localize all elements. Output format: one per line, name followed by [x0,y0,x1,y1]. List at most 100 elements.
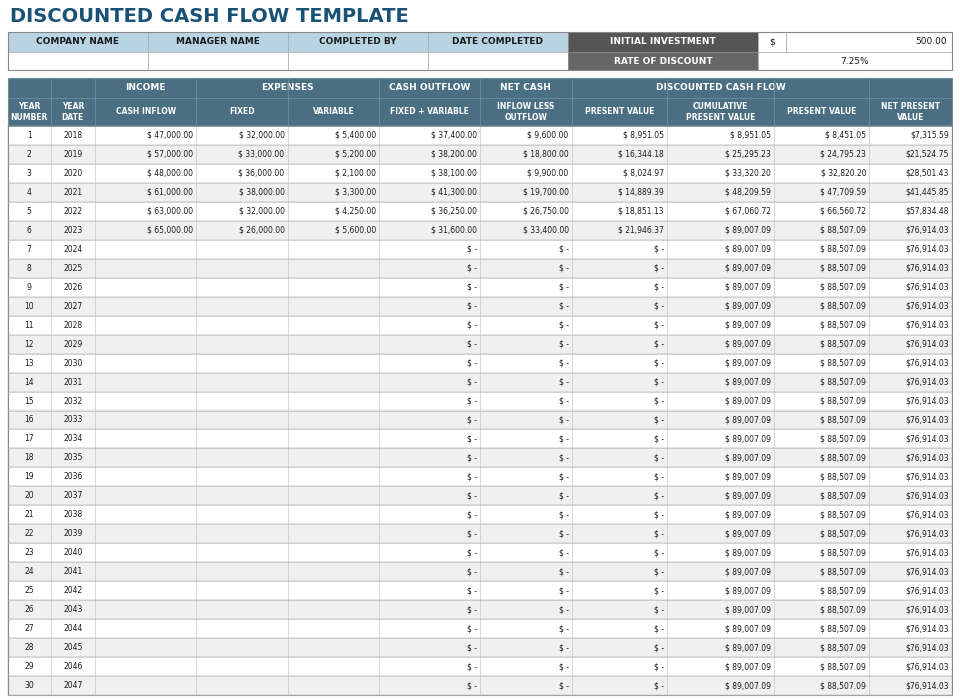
Bar [8,486,952,505]
Text: $76,914.03: $76,914.03 [905,454,949,463]
Text: $76,914.03: $76,914.03 [905,510,949,519]
Text: 2036: 2036 [63,473,83,482]
Text: $76,914.03: $76,914.03 [905,643,949,652]
Bar [8,505,952,524]
Text: $ -: $ - [467,416,477,424]
Bar [8,391,952,410]
Text: $ 89,007.09: $ 89,007.09 [725,396,771,405]
Text: $76,914.03: $76,914.03 [905,377,949,386]
Text: 9: 9 [27,283,32,292]
Text: $ -: $ - [559,283,568,292]
Text: $ 32,000.00: $ 32,000.00 [239,207,284,216]
Text: $ 88,507.09: $ 88,507.09 [821,510,866,519]
Text: 2035: 2035 [63,454,83,463]
Text: $ -: $ - [559,264,568,273]
Text: $ 88,507.09: $ 88,507.09 [821,283,866,292]
Text: $ 8,951.05: $ 8,951.05 [623,131,663,140]
Text: $ -: $ - [467,340,477,349]
Text: COMPANY NAME: COMPANY NAME [36,38,119,46]
Text: $76,914.03: $76,914.03 [905,586,949,595]
Text: $ -: $ - [467,586,477,595]
Text: $ 21,946.37: $ 21,946.37 [618,226,663,234]
Text: $ -: $ - [559,454,568,463]
Text: $76,914.03: $76,914.03 [905,548,949,557]
Text: $ -: $ - [654,283,663,292]
Text: $ 48,000.00: $ 48,000.00 [147,169,193,178]
Text: YEAR
NUMBER: YEAR NUMBER [11,102,48,122]
Text: 2025: 2025 [63,264,83,273]
Text: 2026: 2026 [63,283,83,292]
Text: $ -: $ - [559,435,568,444]
Bar [758,32,786,52]
Text: $ 88,507.09: $ 88,507.09 [821,302,866,311]
Text: 24: 24 [24,567,34,576]
Text: $ -: $ - [654,377,663,386]
Text: $ -: $ - [654,510,663,519]
Text: $ -: $ - [654,321,663,330]
Text: 2028: 2028 [63,321,83,330]
Bar [196,78,379,98]
Text: $ -: $ - [654,605,663,614]
Text: INCOME: INCOME [126,83,166,92]
Text: $ 88,507.09: $ 88,507.09 [821,662,866,671]
Text: $ -: $ - [467,510,477,519]
Text: 2019: 2019 [63,150,83,159]
Text: $76,914.03: $76,914.03 [905,662,949,671]
Text: $ 14,889.39: $ 14,889.39 [618,188,663,197]
Bar [8,543,952,562]
Text: $ 88,507.09: $ 88,507.09 [821,529,866,538]
Bar [288,98,379,126]
Text: 3: 3 [27,169,32,178]
Text: 2034: 2034 [63,435,83,444]
Text: $ -: $ - [467,396,477,405]
Text: $ 48,209.59: $ 48,209.59 [726,188,771,197]
Text: $ -: $ - [559,302,568,311]
Text: $28,501.43: $28,501.43 [905,169,949,178]
Bar [51,78,95,98]
Text: $ -: $ - [467,435,477,444]
Bar [288,32,428,52]
Text: $76,914.03: $76,914.03 [905,283,949,292]
Bar [786,32,952,52]
Text: $ -: $ - [467,473,477,482]
Text: $ -: $ - [654,491,663,500]
Text: 2040: 2040 [63,548,83,557]
Text: $ -: $ - [559,662,568,671]
Text: $ 33,400.00: $ 33,400.00 [522,226,568,234]
Text: $ -: $ - [654,681,663,690]
Text: 2033: 2033 [63,416,83,424]
Text: 2044: 2044 [63,624,83,633]
Bar [95,98,196,126]
Text: $76,914.03: $76,914.03 [905,567,949,576]
Text: $ 33,320.20: $ 33,320.20 [726,169,771,178]
Text: 2030: 2030 [63,358,83,368]
Text: 2038: 2038 [63,510,83,519]
Text: 2022: 2022 [63,207,83,216]
Text: CUMULATIVE
PRESENT VALUE: CUMULATIVE PRESENT VALUE [685,102,756,122]
Text: FIXED + VARIABLE: FIXED + VARIABLE [390,108,469,116]
Text: $ -: $ - [559,396,568,405]
Text: 2037: 2037 [63,491,83,500]
Bar [8,259,952,278]
Text: EXPENSES: EXPENSES [261,83,314,92]
Text: $ -: $ - [654,358,663,368]
Text: $ 24,795.23: $ 24,795.23 [821,150,866,159]
Text: $ 88,507.09: $ 88,507.09 [821,643,866,652]
Text: $ 89,007.09: $ 89,007.09 [725,358,771,368]
Bar [8,449,952,468]
Text: $ 89,007.09: $ 89,007.09 [725,302,771,311]
Bar [8,524,952,543]
Text: $ -: $ - [654,624,663,633]
Text: $ 8,024.97: $ 8,024.97 [623,169,663,178]
Text: $ 88,507.09: $ 88,507.09 [821,245,866,254]
Text: VARIABLE: VARIABLE [313,108,354,116]
Text: $ 67,060.72: $ 67,060.72 [725,207,771,216]
Bar [8,430,952,449]
Text: 6: 6 [27,226,32,234]
Text: $ 89,007.09: $ 89,007.09 [725,473,771,482]
Bar [8,202,952,220]
Bar [8,145,952,164]
Text: $76,914.03: $76,914.03 [905,340,949,349]
Text: $ -: $ - [559,510,568,519]
Text: $: $ [769,38,775,46]
